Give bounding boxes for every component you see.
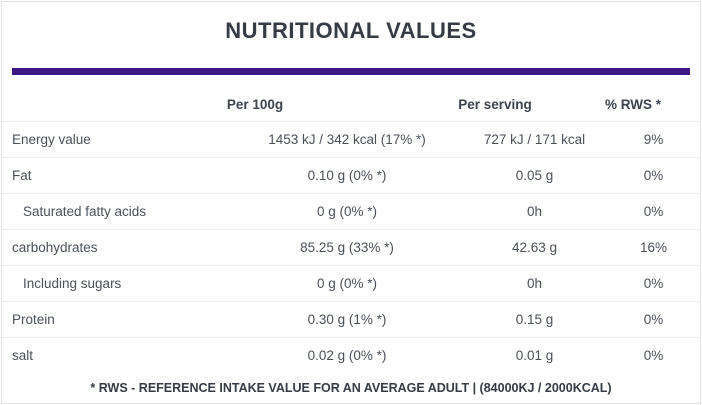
column-header-per-serving: Per serving — [458, 97, 532, 112]
row-rws-value: 0% — [643, 204, 664, 219]
row-label: salt — [12, 348, 34, 363]
row-per-serving-value: 727 kJ / 171 kcal — [483, 132, 586, 147]
row-per-100g-value: 0 g (0% *) — [316, 276, 378, 291]
row-rws-value: 16% — [639, 240, 668, 255]
title-divider — [12, 68, 690, 75]
row-per-100g-value: 0.30 g (1% *) — [307, 312, 387, 327]
row-label: Saturated fatty acids — [23, 204, 147, 219]
table-row: Energy value 1453 kJ / 342 kcal (17% *) … — [2, 122, 700, 158]
row-rws-value: 0% — [643, 348, 664, 363]
row-rws-value: 0% — [643, 312, 664, 327]
row-per-serving-value: 0h — [526, 204, 543, 219]
row-label: Including sugars — [23, 276, 122, 291]
row-per-100g-value: 0 g (0% *) — [316, 204, 378, 219]
table-row: carbohydrates 85.25 g (33% *) 42.63 g 16… — [2, 230, 700, 266]
column-header-rws: % RWS * — [604, 97, 662, 112]
row-per-100g-value: 0.10 g (0% *) — [307, 168, 387, 183]
table-body: Energy value 1453 kJ / 342 kcal (17% *) … — [2, 122, 700, 373]
table-row: salt 0.02 g (0% *) 0.01 g 0% — [2, 338, 700, 373]
column-header-per-100g: Per 100g — [226, 97, 284, 112]
page-title: NUTRITIONAL VALUES — [225, 18, 477, 43]
row-per-serving-value: 0.05 g — [515, 168, 554, 183]
row-per-serving-value: 0.01 g — [515, 348, 554, 363]
row-rws-value: 0% — [643, 276, 664, 291]
table-row: Including sugars 0 g (0% *) 0h 0% — [2, 266, 700, 302]
row-per-100g-value: 85.25 g (33% *) — [300, 240, 394, 255]
row-rws-value: 0% — [643, 168, 664, 183]
row-label: Energy value — [12, 132, 91, 147]
row-per-serving-value: 42.63 g — [511, 240, 558, 255]
row-per-100g-value: 1453 kJ / 342 kcal (17% *) — [268, 132, 426, 147]
row-per-100g-value: 0.02 g (0% *) — [307, 348, 387, 363]
row-per-serving-value: 0h — [526, 276, 543, 291]
row-label: Protein — [12, 312, 55, 327]
table-row: Protein 0.30 g (1% *) 0.15 g 0% — [2, 302, 700, 338]
table-row: Fat 0.10 g (0% *) 0.05 g 0% — [2, 158, 700, 194]
row-rws-value: 9% — [643, 132, 664, 147]
row-per-serving-value: 0.15 g — [515, 312, 554, 327]
table-row: Saturated fatty acids 0 g (0% *) 0h 0% — [2, 194, 700, 230]
table-header-row: Per 100g Per serving % RWS * — [2, 75, 700, 122]
row-label: Fat — [12, 168, 32, 183]
row-label: carbohydrates — [12, 240, 98, 255]
rws-footnote: * RWS - REFERENCE INTAKE VALUE FOR AN AV… — [90, 381, 612, 395]
